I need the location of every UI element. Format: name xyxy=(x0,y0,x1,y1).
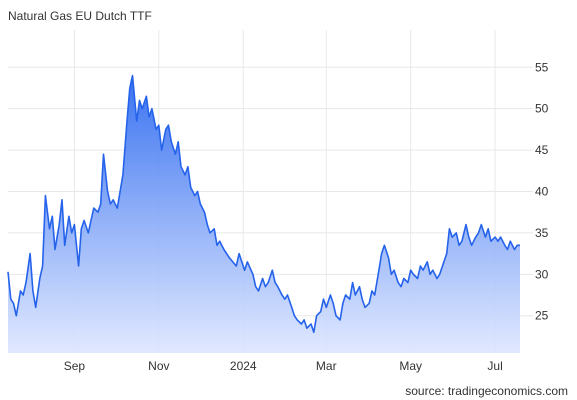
source-credit: source: tradingeconomics.com xyxy=(405,384,568,398)
x-tick-label: 2024 xyxy=(230,359,257,373)
y-tick-label: 25 xyxy=(535,309,549,323)
x-tick-label: Sep xyxy=(64,359,86,373)
y-axis-tick-labels: 25 30 35 40 45 50 55 xyxy=(535,60,549,322)
y-tick-label: 55 xyxy=(535,60,549,74)
chart-title: Natural Gas EU Dutch TTF xyxy=(8,9,152,23)
price-line xyxy=(7,74,520,334)
x-axis-tick-labels: Sep Nov 2024 Mar May Jul xyxy=(64,359,503,373)
y-tick-label: 40 xyxy=(535,185,549,199)
price-area xyxy=(8,75,520,353)
x-tick-label: Mar xyxy=(316,359,337,373)
x-tick-label: May xyxy=(399,359,422,373)
y-tick-label: 35 xyxy=(535,226,549,240)
y-tick-label: 45 xyxy=(535,143,549,157)
x-tick-label: Nov xyxy=(148,359,169,373)
x-tick-label: Jul xyxy=(487,359,502,373)
y-tick-label: 30 xyxy=(535,267,549,281)
y-tick-label: 50 xyxy=(535,102,549,116)
